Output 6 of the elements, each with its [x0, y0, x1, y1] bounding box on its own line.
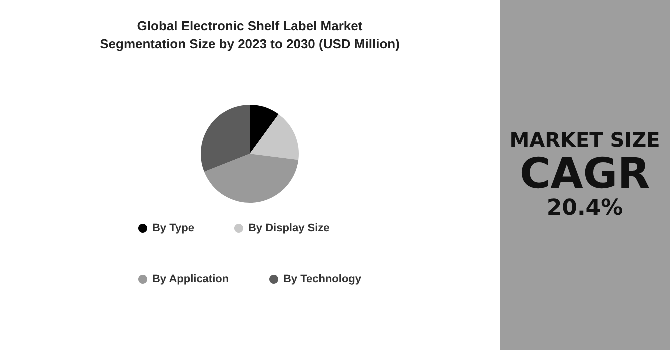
chart-title: Global Electronic Shelf Label Market Segmentation Size by 2023 to 2030 (USD Million)	[100, 18, 400, 52]
legend-label: By Technology	[283, 274, 362, 286]
legend-label: By Application	[152, 274, 230, 286]
legend-label: By Type	[152, 222, 194, 234]
text: 20.4%	[546, 196, 624, 222]
legend-label: By Display Size	[248, 222, 330, 234]
